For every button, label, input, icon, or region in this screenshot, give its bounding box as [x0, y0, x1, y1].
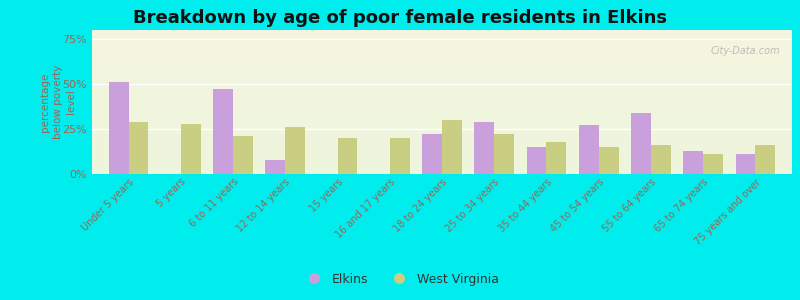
Bar [422, 134, 442, 174]
Text: City-Data.com: City-Data.com [710, 46, 780, 56]
Legend: Elkins, West Virginia: Elkins, West Virginia [296, 268, 504, 291]
Bar [631, 113, 651, 174]
Bar [494, 134, 514, 174]
Bar [546, 142, 566, 174]
Bar [735, 154, 755, 174]
Bar [266, 160, 286, 174]
Bar [579, 125, 598, 174]
Bar [598, 147, 618, 174]
Bar [526, 147, 546, 174]
Bar [213, 89, 233, 174]
Bar [755, 145, 775, 174]
Bar [129, 122, 149, 174]
Text: Breakdown by age of poor female residents in Elkins: Breakdown by age of poor female resident… [133, 9, 667, 27]
Bar [181, 124, 201, 174]
Bar [286, 127, 305, 174]
Bar [442, 120, 462, 174]
Bar [109, 82, 129, 174]
Bar [683, 151, 703, 174]
Y-axis label: percentage
below poverty
level: percentage below poverty level [40, 65, 77, 139]
Bar [233, 136, 253, 174]
Bar [390, 138, 410, 174]
Bar [703, 154, 723, 174]
Bar [338, 138, 358, 174]
Bar [651, 145, 671, 174]
Bar [474, 122, 494, 174]
